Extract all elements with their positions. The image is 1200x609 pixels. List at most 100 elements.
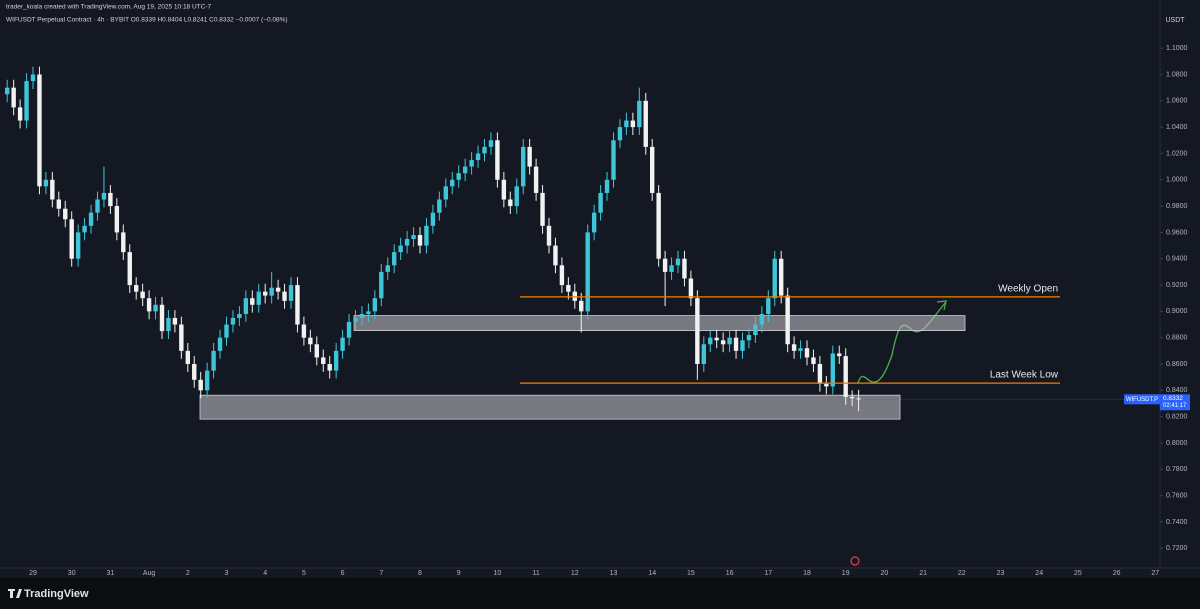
candle-body — [69, 219, 74, 259]
y-tick-label: 0.7600 — [1166, 492, 1188, 499]
x-tick-label: 29 — [29, 570, 37, 577]
event-icon — [850, 556, 860, 566]
candle-body — [695, 298, 700, 365]
candle-body — [611, 140, 616, 180]
candle-body — [217, 337, 223, 351]
x-tick-label: 23 — [997, 570, 1005, 577]
candle-body — [346, 321, 352, 338]
candle-body — [340, 337, 345, 351]
candle-body — [237, 314, 242, 318]
x-tick-label: 6 — [341, 570, 345, 577]
candle-body — [598, 192, 603, 213]
arrow-head — [936, 300, 947, 311]
candle-body — [140, 291, 145, 299]
candle-body — [404, 238, 410, 246]
candle-body — [708, 337, 713, 345]
candle-body — [656, 192, 661, 259]
x-tick-label: 4 — [263, 570, 267, 577]
candle-body — [282, 291, 287, 301]
candle-body — [295, 285, 300, 325]
candle-body — [385, 265, 390, 272]
y-tick-label: 0.7400 — [1166, 519, 1188, 526]
candle-body — [269, 287, 274, 296]
candle-body — [359, 314, 365, 318]
candle-body — [437, 199, 442, 213]
candle-body — [198, 379, 203, 391]
y-tick-label: 0.9400 — [1166, 256, 1188, 263]
candle-body — [488, 140, 494, 147]
candle-body — [95, 199, 100, 213]
candle-body — [566, 285, 571, 292]
y-tick-label: 0.7800 — [1166, 466, 1188, 473]
x-tick-label: 14 — [648, 570, 656, 577]
candle-body — [134, 285, 139, 292]
candle-body — [720, 340, 726, 345]
candle-body — [443, 186, 448, 200]
x-tick-label: 8 — [418, 570, 422, 577]
x-tick-label: 20 — [881, 570, 889, 577]
x-tick-label: 9 — [457, 570, 461, 577]
y-tick-label: 0.7200 — [1166, 545, 1188, 552]
candle-body — [430, 212, 436, 226]
candle-body — [643, 100, 648, 147]
y-tick-label: 0.8600 — [1166, 361, 1188, 368]
candle-body — [682, 258, 687, 279]
candle-body — [256, 291, 261, 305]
candle-body — [333, 350, 339, 371]
currency-label: USDT — [1165, 17, 1185, 24]
x-tick-label: 10 — [494, 570, 502, 577]
candle-body — [585, 232, 590, 312]
candle-body — [688, 278, 694, 299]
candle-body — [121, 232, 126, 253]
candle-body — [224, 324, 229, 338]
price-tag-value: 0.8332 — [1163, 395, 1183, 402]
y-tick-label: 0.9800 — [1166, 203, 1188, 210]
candle-body — [63, 208, 68, 220]
candle-body — [540, 192, 545, 226]
level-label: Weekly Open — [998, 284, 1058, 295]
candle-body — [192, 364, 197, 380]
chart-background — [0, 0, 1200, 578]
x-tick-label: 22 — [958, 570, 966, 577]
candle-body — [462, 166, 468, 174]
candle-body — [521, 146, 526, 187]
candle-body — [43, 179, 49, 187]
candle-body — [779, 258, 784, 296]
candle-body — [733, 337, 739, 351]
candle-body — [572, 291, 577, 301]
price-tag — [1124, 394, 1160, 405]
x-tick-label: 31 — [107, 570, 115, 577]
candle-body — [146, 298, 152, 312]
candle-body — [637, 100, 642, 128]
candle-body — [101, 192, 107, 200]
candle-body — [740, 340, 745, 351]
candle-body — [508, 199, 513, 207]
candle-body — [56, 199, 61, 209]
candle-body — [727, 337, 732, 345]
candle-body — [669, 265, 674, 272]
candle-body — [263, 291, 268, 296]
candle-body — [275, 287, 281, 292]
candle-body — [301, 324, 307, 338]
candle-body — [379, 271, 384, 299]
candle-body — [591, 212, 597, 233]
candle-body — [30, 74, 36, 82]
candle-body — [24, 81, 29, 121]
candle-body — [159, 304, 165, 332]
candle-body — [759, 314, 765, 325]
candle-body — [314, 344, 319, 358]
candle-body — [817, 364, 823, 384]
y-tick-label: 0.8000 — [1166, 440, 1188, 447]
candle-body — [604, 179, 610, 193]
symbol-legend: WIFUSDT Perpetual Contract · 4h · BYBIT … — [6, 17, 288, 24]
brand: TradingView — [24, 588, 89, 600]
zone — [353, 315, 966, 331]
x-tick-label: 13 — [610, 570, 618, 577]
y-tick-label: 0.8800 — [1166, 335, 1188, 342]
x-tick-label: 18 — [803, 570, 811, 577]
x-tick-label: 12 — [571, 570, 579, 577]
y-tick-label: 1.0200 — [1166, 150, 1188, 157]
candle-body — [843, 356, 848, 397]
candle-body — [211, 350, 216, 371]
